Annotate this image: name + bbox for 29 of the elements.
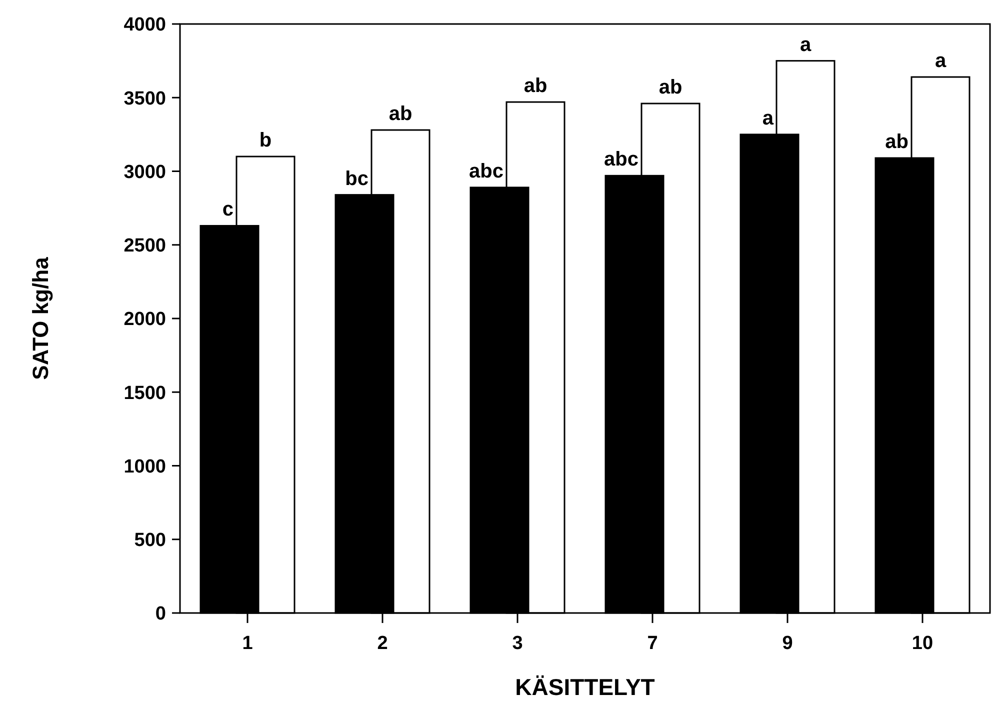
annotation: a [800, 34, 812, 56]
annotation: a [934, 50, 947, 72]
x-tick-label: 3 [512, 633, 523, 654]
annotation: bc [345, 168, 368, 190]
annotation: ab [658, 76, 682, 99]
annotation: ab [885, 130, 908, 153]
y-axis-title: SATO kg/ha [28, 256, 53, 380]
y-tick-label: 500 [134, 530, 166, 552]
annotation: ab [388, 103, 412, 126]
y-tick-label: 3000 [124, 162, 166, 183]
y-tick-label: 2500 [124, 236, 166, 257]
annotation: b [259, 130, 272, 152]
y-tick-label: 1000 [124, 456, 166, 478]
x-tick-label: 10 [912, 633, 934, 654]
annotation: a [762, 107, 774, 130]
x-tick-label: 9 [782, 633, 793, 654]
y-tick-label: 4000 [124, 14, 166, 36]
annotation: c [222, 198, 234, 221]
y-tick-label: 1500 [124, 382, 166, 404]
annotation: abc [604, 148, 638, 171]
x-axis-title: KÄSITTELYT [515, 674, 655, 700]
annotation: abc [469, 160, 504, 182]
x-tick-label: 1 [242, 633, 254, 654]
x-tick-label: 2 [377, 633, 388, 654]
y-tick-label: 3500 [124, 88, 166, 110]
x-tick-label: 7 [647, 633, 658, 654]
y-tick-label: 0 [155, 604, 166, 625]
y-tick-label: 2000 [124, 309, 166, 330]
annotation: ab [524, 75, 548, 98]
